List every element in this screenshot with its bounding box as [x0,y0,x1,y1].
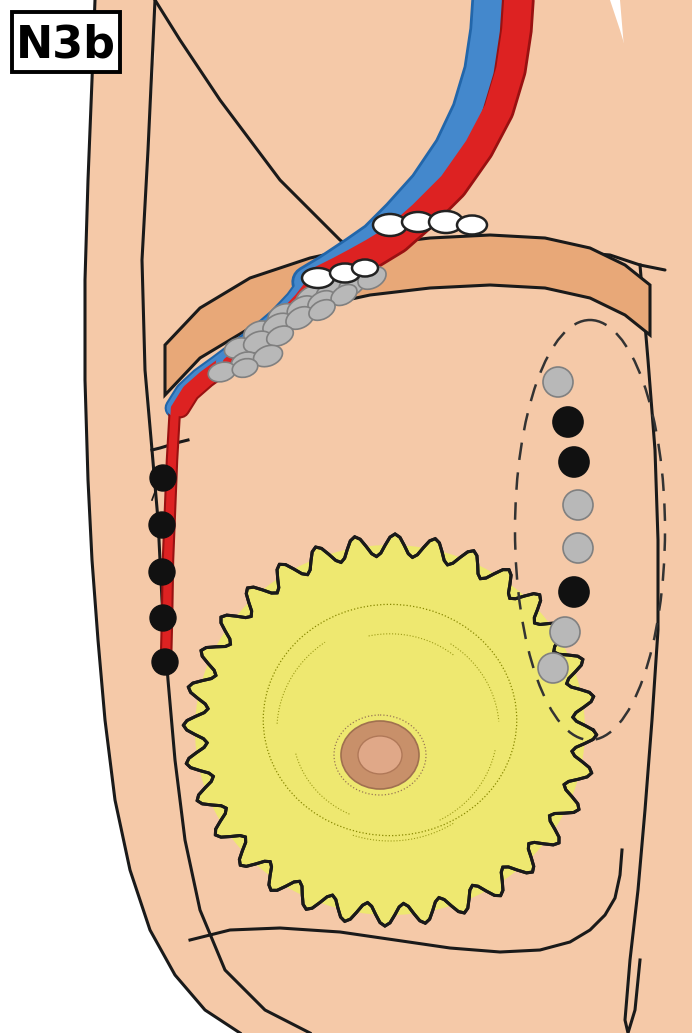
Circle shape [543,367,573,397]
Ellipse shape [358,735,402,774]
Circle shape [149,512,175,538]
Ellipse shape [402,212,434,232]
Ellipse shape [341,721,419,789]
Circle shape [150,465,176,491]
Ellipse shape [308,290,336,313]
Circle shape [559,577,589,607]
Ellipse shape [287,295,317,320]
Ellipse shape [197,547,583,913]
Polygon shape [620,0,692,1033]
Ellipse shape [316,280,344,304]
Ellipse shape [253,345,282,367]
Ellipse shape [224,338,252,358]
Polygon shape [85,0,310,1033]
Ellipse shape [295,285,325,311]
Ellipse shape [244,332,273,353]
Ellipse shape [330,263,360,282]
Ellipse shape [358,267,386,289]
Circle shape [550,617,580,647]
Circle shape [538,653,568,683]
Ellipse shape [286,307,314,330]
Ellipse shape [457,216,487,234]
Ellipse shape [429,211,463,233]
Circle shape [553,407,583,437]
Polygon shape [165,234,650,395]
Ellipse shape [208,363,236,382]
Ellipse shape [302,268,334,288]
Ellipse shape [339,274,365,295]
Ellipse shape [309,300,335,320]
Circle shape [559,447,589,477]
Ellipse shape [352,259,378,277]
FancyBboxPatch shape [12,12,120,72]
Ellipse shape [266,326,293,346]
Ellipse shape [373,214,407,236]
Ellipse shape [268,304,296,326]
Text: N3b: N3b [16,24,116,66]
Circle shape [149,559,175,585]
Ellipse shape [331,284,357,306]
Circle shape [563,490,593,520]
Polygon shape [142,0,692,1033]
Ellipse shape [244,321,272,343]
Polygon shape [183,534,597,926]
Ellipse shape [263,313,293,337]
Ellipse shape [195,545,585,915]
Ellipse shape [231,352,259,372]
Ellipse shape [233,358,257,377]
Circle shape [563,533,593,563]
Circle shape [152,649,178,675]
Circle shape [150,605,176,631]
